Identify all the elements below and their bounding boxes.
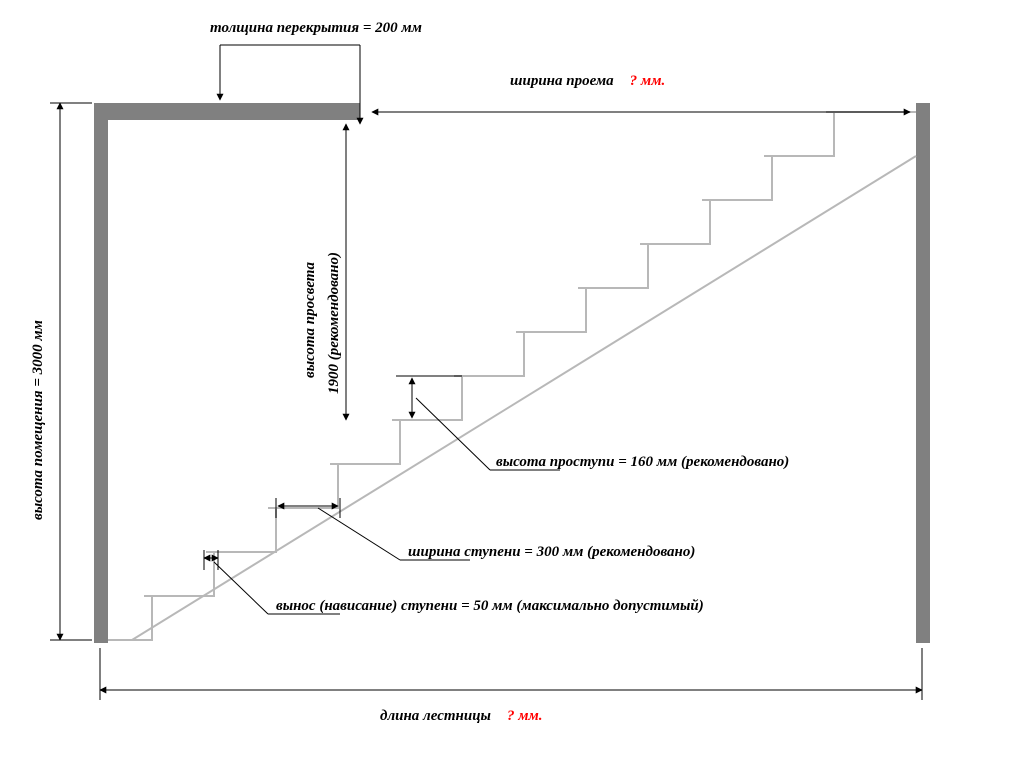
floor-slab	[94, 103, 360, 120]
label-stair-length-value: ? мм.	[507, 708, 543, 724]
label-clearance-a: высота просвета	[302, 262, 318, 378]
label-opening-width: ширина проема	[510, 73, 614, 89]
right-wall	[916, 103, 930, 643]
label-room-height: высота помещения = 3000 мм	[30, 320, 46, 520]
svg-text:длина лестницы ? мм.: длина лестницы ? мм.	[380, 707, 543, 724]
label-opening-width-value: ? мм.	[630, 73, 666, 89]
dim-opening-width: ширина проема ? мм.	[372, 72, 910, 112]
dim-clearance: высота просвета 1900 (рекомендовано)	[302, 124, 346, 420]
staircase-diagram: толщина перекрытия = 200 мм ширина проем…	[0, 0, 1024, 764]
left-wall	[94, 103, 108, 643]
staircase-outline	[108, 112, 916, 640]
label-slab-thickness: толщина перекрытия = 200 мм	[210, 20, 422, 36]
dim-room-height: высота помещения = 3000 мм	[30, 103, 92, 640]
label-stair-length: длина лестницы	[380, 708, 491, 724]
label-tread: ширина ступени = 300 мм (рекомендовано)	[408, 544, 695, 560]
label-nosing: вынос (нависание) ступени = 50 мм (макси…	[276, 598, 704, 614]
label-clearance-b: 1900 (рекомендовано)	[326, 252, 342, 394]
dim-riser: высота проступи = 160 мм (рекомендовано)	[396, 376, 789, 470]
dim-stair-length: длина лестницы ? мм.	[100, 648, 922, 724]
label-riser: высота проступи = 160 мм (рекомендовано)	[496, 454, 789, 470]
svg-text:ширина проема ? мм.: ширина проема ? мм.	[510, 72, 665, 89]
